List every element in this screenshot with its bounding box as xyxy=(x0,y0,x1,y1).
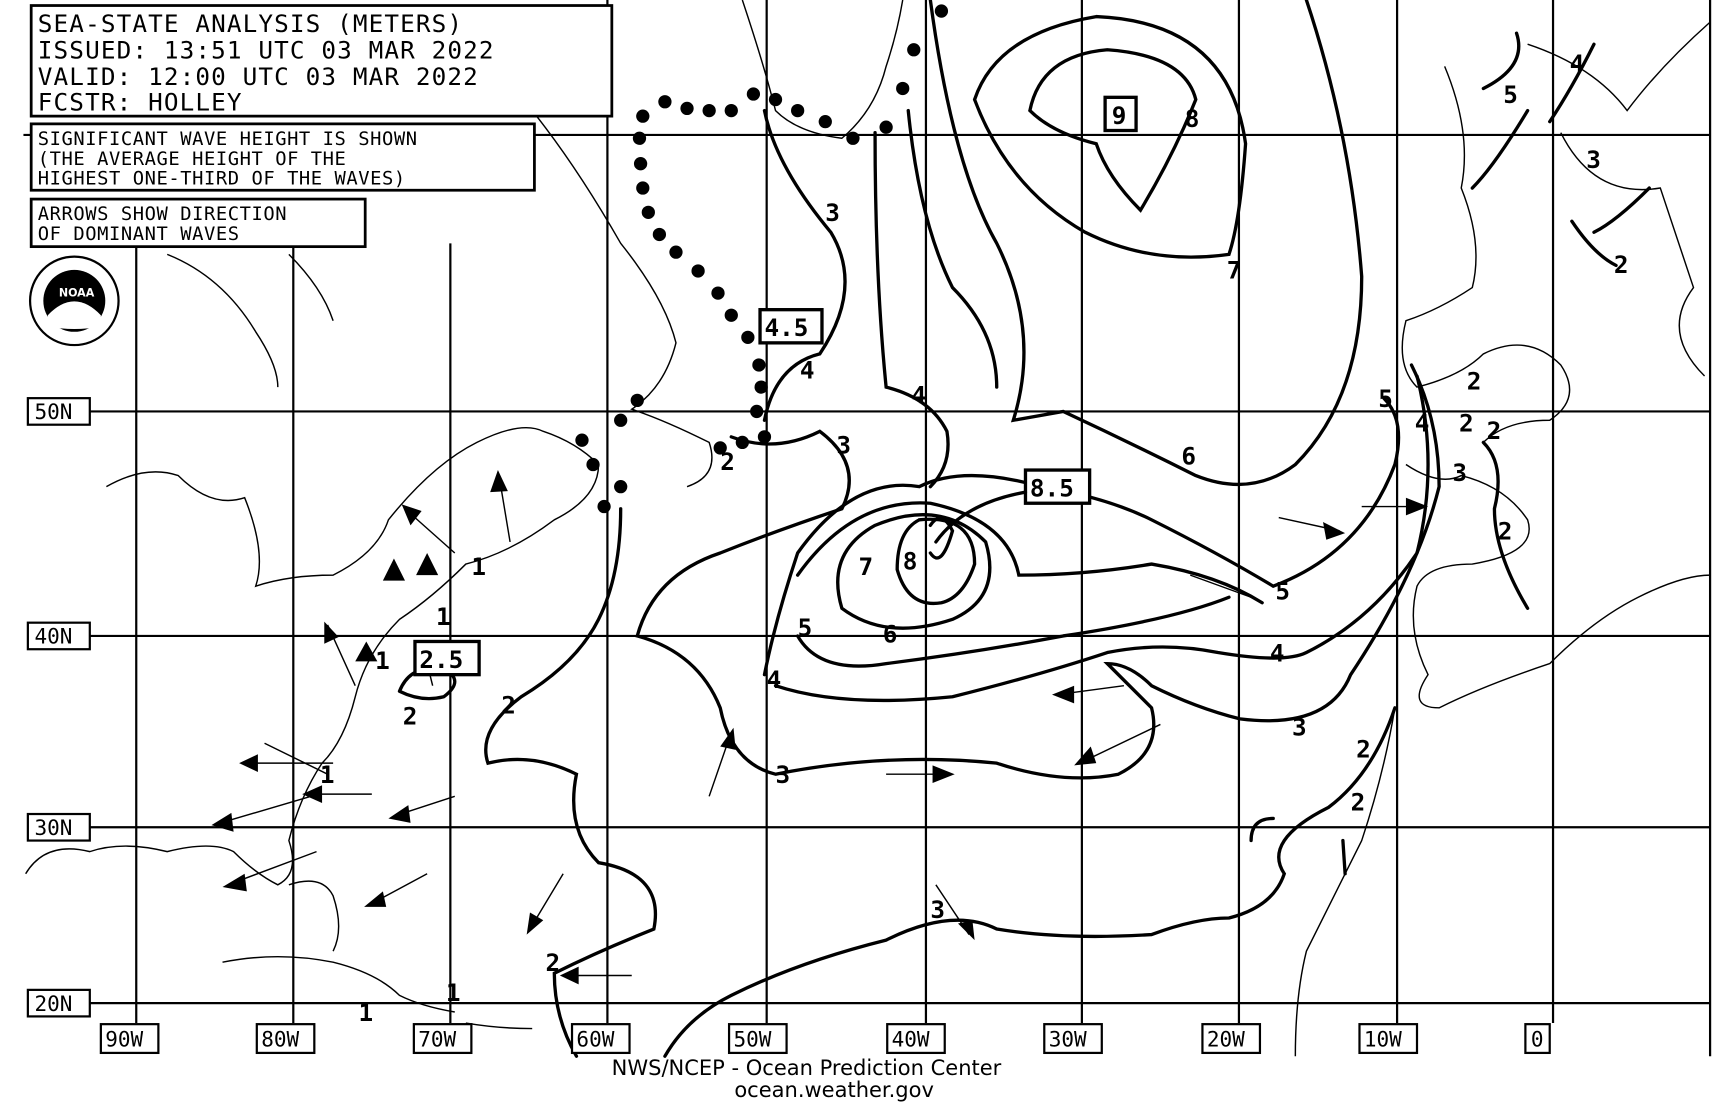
svg-text:6: 6 xyxy=(1181,442,1196,471)
longitude-labels: 90W 80W 70W 60W 50W 40W 30W 20W 10W 0 xyxy=(99,1023,1551,1055)
wave-height-contours xyxy=(397,0,1651,1058)
svg-text:4: 4 xyxy=(1415,408,1430,437)
latitude-labels: 50N 40N 30N 20N xyxy=(26,397,91,1018)
forecaster: FCSTR: HOLLEY xyxy=(38,88,243,117)
max-box-8-5: 8.5 xyxy=(1030,474,1074,503)
svg-text:2: 2 xyxy=(545,948,560,977)
svg-text:1: 1 xyxy=(359,998,374,1027)
svg-text:30W: 30W xyxy=(1049,1026,1087,1051)
svg-text:2: 2 xyxy=(1351,788,1366,817)
svg-text:50W: 50W xyxy=(733,1026,771,1051)
contour-labels: 8 3 4 4 3 2 7 6 8 7 5 6 5 4 4 3 3 2 2 1 … xyxy=(320,49,1629,1027)
max-box-2-5: 2.5 xyxy=(419,645,463,674)
svg-text:7: 7 xyxy=(1227,256,1242,285)
max-value-boxes: 9 4.5 8.5 2.5 xyxy=(413,95,1138,677)
svg-text:30N: 30N xyxy=(35,815,73,840)
svg-text:10W: 10W xyxy=(1364,1026,1402,1051)
max-box-4-5: 4.5 xyxy=(764,313,808,342)
svg-text:4: 4 xyxy=(767,665,782,694)
svg-text:1: 1 xyxy=(375,646,390,675)
svg-text:4: 4 xyxy=(800,355,815,384)
svg-text:20N: 20N xyxy=(35,991,73,1016)
svg-text:ARROWS SHOW DIRECTION: ARROWS SHOW DIRECTION xyxy=(38,204,287,225)
svg-text:2: 2 xyxy=(1459,408,1474,437)
footer-website[interactable]: ocean.weather.gov xyxy=(734,1077,934,1102)
svg-text:40N: 40N xyxy=(35,624,73,649)
svg-text:2: 2 xyxy=(1487,416,1502,445)
svg-text:1: 1 xyxy=(471,552,486,581)
svg-text:2: 2 xyxy=(1356,735,1371,764)
svg-text:3: 3 xyxy=(1452,458,1467,487)
max-box-9: 9 xyxy=(1112,101,1127,130)
svg-text:1: 1 xyxy=(320,760,335,789)
wave-direction-arrows xyxy=(211,470,1429,985)
svg-text:8: 8 xyxy=(903,547,918,576)
svg-text:40W: 40W xyxy=(892,1026,930,1051)
svg-text:2: 2 xyxy=(1498,517,1513,546)
svg-text:70W: 70W xyxy=(418,1026,456,1051)
ice-edge xyxy=(575,4,949,514)
svg-text:5: 5 xyxy=(1378,384,1393,413)
graticule xyxy=(23,0,1712,1057)
svg-text:3: 3 xyxy=(930,895,945,924)
noaa-logo: NOAA xyxy=(28,255,120,347)
svg-text:3: 3 xyxy=(836,430,851,459)
svg-text:(THE AVERAGE HEIGHT OF THE: (THE AVERAGE HEIGHT OF THE xyxy=(38,149,347,170)
svg-text:6: 6 xyxy=(883,620,898,649)
footer: NWS/NCEP - Ocean Prediction Center ocean… xyxy=(612,1055,1002,1102)
svg-text:4: 4 xyxy=(1270,638,1285,667)
svg-text:OF DOMINANT WAVES: OF DOMINANT WAVES xyxy=(38,224,240,245)
svg-text:5: 5 xyxy=(798,613,813,642)
issued-time: ISSUED: 13:51 UTC 03 MAR 2022 xyxy=(38,36,495,65)
svg-text:60W: 60W xyxy=(576,1026,614,1051)
svg-text:NOAA: NOAA xyxy=(59,286,95,299)
svg-text:SIGNIFICANT WAVE HEIGHT IS SHO: SIGNIFICANT WAVE HEIGHT IS SHOWN xyxy=(38,129,418,150)
map-title: SEA-STATE ANALYSIS (METERS) xyxy=(38,9,463,38)
svg-text:2: 2 xyxy=(1467,366,1482,395)
svg-text:50N: 50N xyxy=(35,399,73,424)
wave-height-note: SIGNIFICANT WAVE HEIGHT IS SHOWN (THE AV… xyxy=(29,122,536,192)
svg-text:80W: 80W xyxy=(261,1026,299,1051)
svg-text:3: 3 xyxy=(825,198,840,227)
svg-text:1: 1 xyxy=(436,602,451,631)
svg-text:2: 2 xyxy=(501,690,516,719)
svg-text:8: 8 xyxy=(1185,104,1200,133)
svg-text:20W: 20W xyxy=(1207,1026,1245,1051)
svg-text:5: 5 xyxy=(1503,80,1518,109)
svg-text:3: 3 xyxy=(776,760,791,789)
svg-text:2: 2 xyxy=(403,701,418,730)
svg-text:HIGHEST ONE-THIRD OF THE WAVES: HIGHEST ONE-THIRD OF THE WAVES) xyxy=(38,169,406,190)
valid-time: VALID: 12:00 UTC 03 MAR 2022 xyxy=(38,62,479,91)
svg-text:2: 2 xyxy=(720,447,735,476)
svg-text:2: 2 xyxy=(1614,250,1629,279)
svg-text:4: 4 xyxy=(912,381,927,410)
svg-text:90W: 90W xyxy=(105,1026,143,1051)
footer-agency: NWS/NCEP - Ocean Prediction Center xyxy=(612,1055,1002,1080)
arrow-note: ARROWS SHOW DIRECTION OF DOMINANT WAVES xyxy=(29,197,367,249)
svg-text:4: 4 xyxy=(1570,49,1585,78)
svg-text:1: 1 xyxy=(446,978,461,1007)
coastlines xyxy=(25,0,1711,1057)
svg-text:7: 7 xyxy=(858,552,873,581)
svg-text:3: 3 xyxy=(1292,712,1307,741)
svg-text:0: 0 xyxy=(1531,1026,1544,1051)
header-box: SEA-STATE ANALYSIS (METERS) ISSUED: 13:5… xyxy=(29,4,614,118)
svg-text:5: 5 xyxy=(1275,576,1290,605)
svg-text:3: 3 xyxy=(1586,145,1601,174)
